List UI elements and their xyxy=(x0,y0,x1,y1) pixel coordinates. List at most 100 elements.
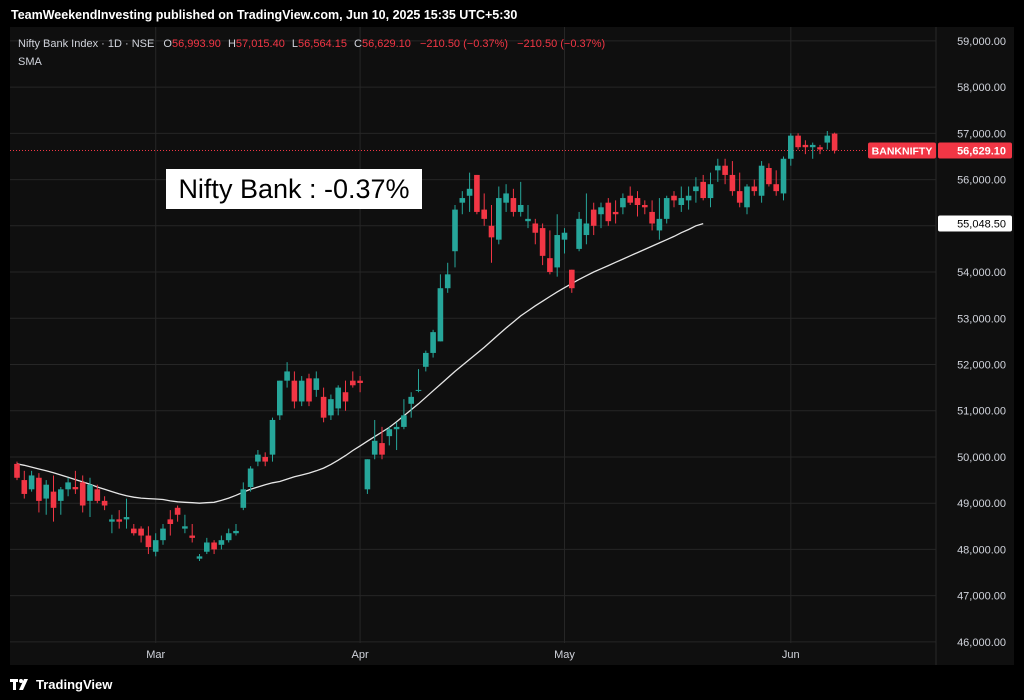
high-label: H xyxy=(227,38,236,50)
candle-body xyxy=(802,144,809,148)
candle-body xyxy=(503,193,509,203)
ohlc-legend: Nifty Bank Index · 1D · NSE O56,993.90 H… xyxy=(18,38,605,50)
candle-body xyxy=(547,258,553,273)
candle-body xyxy=(240,489,247,508)
candle-body xyxy=(634,198,641,205)
candle-body xyxy=(620,198,626,208)
candle-body xyxy=(79,482,86,506)
candle-body xyxy=(189,535,195,538)
candle-body xyxy=(525,218,531,222)
candle-body xyxy=(685,195,692,201)
tradingview-logo[interactable]: TradingView xyxy=(10,677,112,692)
candle-body xyxy=(744,186,750,208)
x-tick-label: May xyxy=(554,649,575,661)
x-tick-label: Apr xyxy=(352,649,369,661)
y-tick-label: 57,000.00 xyxy=(957,128,1006,140)
candle-body xyxy=(262,456,268,462)
sma-value-tag xyxy=(938,215,1012,232)
y-tick-label: 54,000.00 xyxy=(957,267,1006,279)
candle-body xyxy=(28,475,35,490)
candle-body xyxy=(474,174,480,212)
sma-indicator-label[interactable]: SMA xyxy=(18,56,42,68)
candle-body xyxy=(496,198,502,240)
candle-body xyxy=(255,454,261,462)
candle-body xyxy=(736,191,743,203)
candle-body xyxy=(320,396,327,418)
y-tick-label: 52,000.00 xyxy=(957,359,1006,371)
high-value: 57,015.40 xyxy=(235,38,285,50)
candle-body xyxy=(94,489,101,501)
x-tick-label: Jun xyxy=(782,649,800,661)
candle-body xyxy=(371,440,378,455)
candle-body xyxy=(642,204,648,208)
low-value: 56,564.15 xyxy=(298,38,347,50)
low-label: L xyxy=(291,38,299,50)
candle-body xyxy=(452,209,458,252)
candle-body xyxy=(298,380,305,402)
candle-body xyxy=(152,540,159,552)
candle-body xyxy=(43,484,49,499)
candle-body xyxy=(663,198,670,219)
candle-body xyxy=(678,198,685,205)
candle-body xyxy=(72,487,79,490)
candle-body xyxy=(539,228,546,256)
candle-body xyxy=(247,468,254,488)
candle-body xyxy=(809,144,816,148)
candle-body xyxy=(58,489,64,501)
y-tick-label: 48,000.00 xyxy=(957,544,1006,556)
y-tick-label: 53,000.00 xyxy=(957,313,1006,325)
chart-area[interactable]: 46,000.00 47,000.00 48,000.00 49,000.00 50,0… xyxy=(10,27,1014,665)
candle-body xyxy=(693,186,699,192)
candle-body xyxy=(824,135,831,143)
candle-body xyxy=(795,135,801,148)
candle-body xyxy=(14,463,20,478)
y-tick-label: 51,000.00 xyxy=(957,406,1006,418)
candle-body xyxy=(379,443,385,455)
candle-body xyxy=(269,419,276,455)
sma-value-label: 55,048.50 xyxy=(957,219,1006,231)
candle-body xyxy=(715,165,721,171)
y-tick-label: 58,000.00 xyxy=(957,82,1006,94)
candle-body xyxy=(649,211,655,224)
candle-body xyxy=(364,459,371,490)
annotation-text-box[interactable]: Nifty Bank : -0.37% xyxy=(166,169,422,209)
candle-body xyxy=(101,500,108,506)
candle-body xyxy=(211,542,217,550)
candle-body xyxy=(204,542,210,552)
candle-body xyxy=(510,198,517,212)
candle-body xyxy=(766,168,772,185)
candle-body xyxy=(225,533,232,541)
y-tick-label: 50,000.00 xyxy=(957,452,1006,464)
candle-body xyxy=(656,218,663,231)
candle-body xyxy=(488,225,495,238)
candle-body xyxy=(569,269,575,289)
chart-canvas[interactable]: 46,000.00 47,000.00 48,000.00 49,000.00 50,0… xyxy=(10,27,1014,665)
publisher-header: TeamWeekendInvesting published on Tradin… xyxy=(11,8,518,22)
candle-body xyxy=(751,186,758,192)
candle-body xyxy=(700,181,706,199)
open-value: 56,993.90 xyxy=(171,38,221,50)
candle-body xyxy=(218,540,225,545)
candle-body xyxy=(313,378,320,390)
candle-body xyxy=(729,174,736,192)
candle-body xyxy=(145,535,152,548)
candle-body xyxy=(605,202,612,222)
symbol-label[interactable]: Nifty Bank Index · 1D · NSE xyxy=(18,38,155,50)
candle-body xyxy=(291,380,298,402)
change-value-2: −210.50 (−0.37%) xyxy=(517,38,606,50)
candle-body xyxy=(590,209,597,226)
sma-line xyxy=(16,222,704,504)
candle-body xyxy=(671,195,677,201)
candle-body xyxy=(138,528,144,536)
candle-body xyxy=(517,204,524,212)
candle-body xyxy=(109,519,115,522)
candle-body xyxy=(401,415,407,427)
change-value: −210.50 (−0.37%) xyxy=(419,38,509,50)
candle-body xyxy=(831,133,838,151)
price-axis-bg xyxy=(936,27,1014,665)
candle-body xyxy=(554,235,560,268)
candle-body xyxy=(350,380,356,386)
candle-body xyxy=(444,274,451,289)
candle-body xyxy=(277,380,283,416)
candle-body xyxy=(342,392,349,402)
